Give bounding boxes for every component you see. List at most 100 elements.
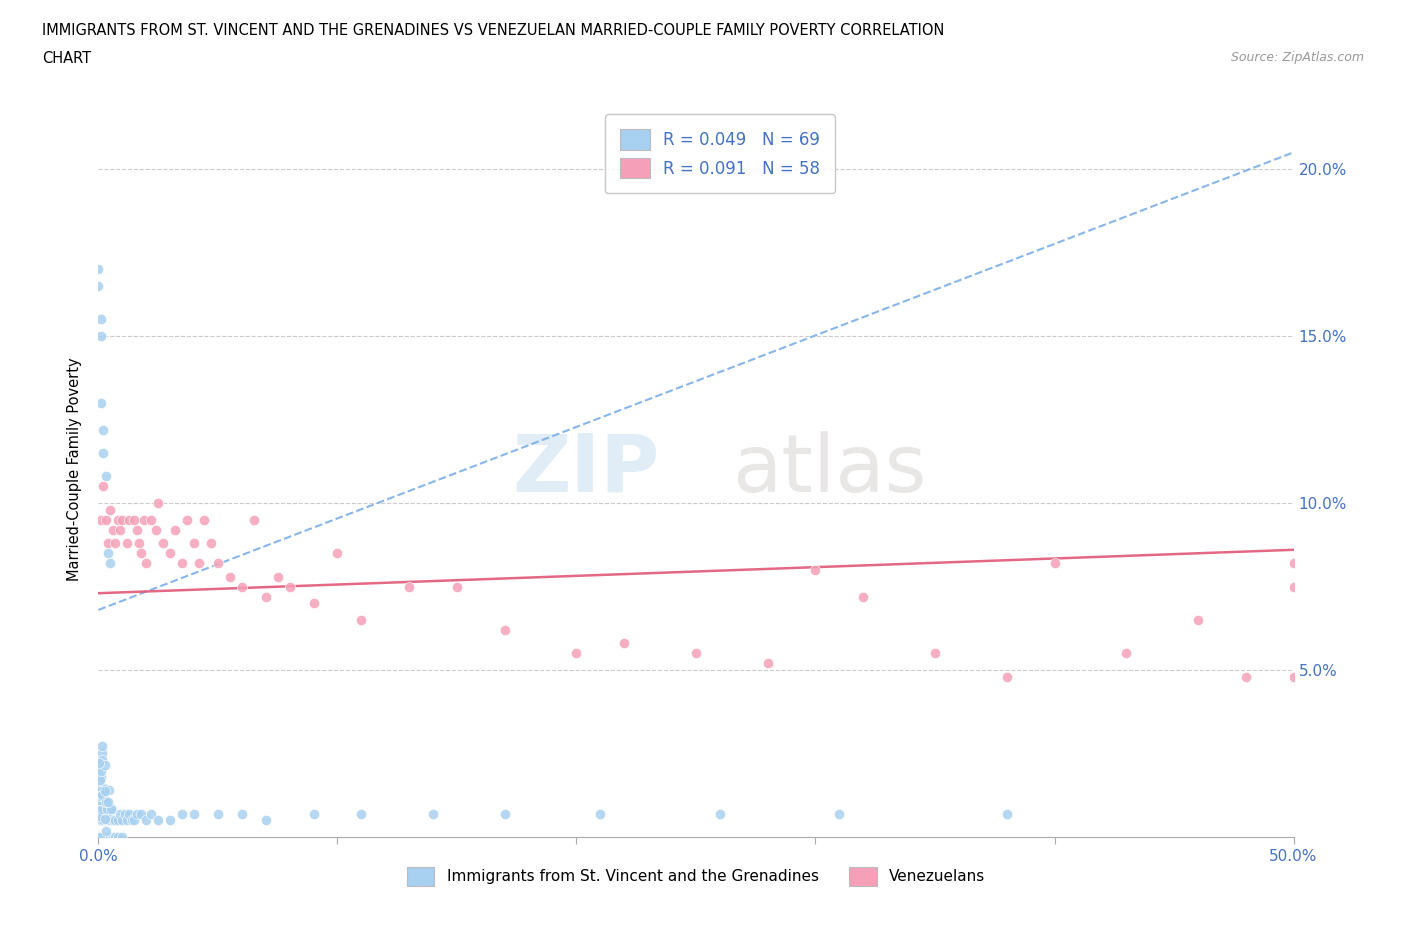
Point bbox=[108, 806, 131, 821]
Point bbox=[756, 656, 779, 671]
Point bbox=[87, 790, 110, 804]
Point bbox=[159, 546, 181, 561]
Point bbox=[494, 806, 516, 821]
Point bbox=[87, 813, 110, 828]
Point bbox=[163, 523, 186, 538]
Point bbox=[91, 830, 114, 844]
Point bbox=[90, 764, 112, 778]
Point bbox=[90, 792, 112, 807]
Point bbox=[148, 813, 170, 828]
Point bbox=[207, 556, 229, 571]
Point bbox=[90, 512, 112, 527]
Point bbox=[94, 793, 117, 808]
Point bbox=[115, 536, 138, 551]
Point bbox=[101, 523, 124, 538]
Point bbox=[995, 806, 1018, 821]
Point bbox=[90, 813, 112, 828]
Point bbox=[91, 752, 114, 767]
Point bbox=[87, 798, 110, 813]
Point bbox=[104, 536, 127, 551]
Point bbox=[446, 579, 468, 594]
Point bbox=[243, 512, 266, 527]
Point bbox=[87, 755, 110, 770]
Point bbox=[97, 803, 120, 817]
Point bbox=[1234, 670, 1257, 684]
Point bbox=[131, 806, 153, 821]
Point bbox=[139, 512, 162, 527]
Point bbox=[89, 789, 111, 804]
Point bbox=[924, 646, 946, 661]
Point bbox=[1115, 646, 1137, 661]
Point bbox=[98, 556, 122, 571]
Point bbox=[97, 806, 120, 821]
Text: ZIP: ZIP bbox=[513, 431, 661, 509]
Point bbox=[104, 813, 127, 828]
Point bbox=[183, 806, 205, 821]
Point bbox=[852, 589, 875, 604]
Point bbox=[107, 813, 129, 828]
Point bbox=[87, 830, 110, 844]
Point bbox=[97, 813, 120, 828]
Point bbox=[98, 813, 122, 828]
Point bbox=[176, 512, 198, 527]
Point bbox=[96, 802, 118, 817]
Point bbox=[350, 613, 373, 628]
Text: CHART: CHART bbox=[42, 51, 91, 66]
Point bbox=[111, 512, 134, 527]
Point bbox=[90, 395, 112, 410]
Point bbox=[91, 806, 114, 821]
Point bbox=[326, 546, 349, 561]
Point bbox=[87, 809, 110, 824]
Point bbox=[115, 813, 138, 828]
Text: IMMIGRANTS FROM ST. VINCENT AND THE GRENADINES VS VENEZUELAN MARRIED-COUPLE FAMI: IMMIGRANTS FROM ST. VINCENT AND THE GREN… bbox=[42, 23, 945, 38]
Point bbox=[104, 830, 127, 844]
Point bbox=[121, 813, 143, 828]
Point bbox=[183, 536, 205, 551]
Point bbox=[90, 769, 112, 784]
Point bbox=[709, 806, 731, 821]
Point bbox=[107, 512, 129, 527]
Point bbox=[193, 512, 215, 527]
Point bbox=[302, 596, 325, 611]
Point bbox=[89, 772, 111, 787]
Point bbox=[219, 569, 242, 584]
Point bbox=[89, 784, 111, 799]
Point bbox=[125, 806, 148, 821]
Point bbox=[89, 830, 111, 844]
Point bbox=[91, 422, 114, 437]
Point bbox=[90, 787, 112, 802]
Point bbox=[90, 830, 112, 844]
Point bbox=[87, 769, 110, 784]
Point bbox=[94, 813, 117, 828]
Point bbox=[159, 813, 181, 828]
Point bbox=[200, 536, 222, 551]
Point bbox=[145, 523, 167, 538]
Point bbox=[87, 763, 110, 777]
Point bbox=[398, 579, 420, 594]
Point bbox=[91, 445, 114, 460]
Point bbox=[278, 579, 301, 594]
Point bbox=[98, 502, 122, 517]
Point bbox=[1282, 556, 1305, 571]
Point bbox=[132, 512, 155, 527]
Point bbox=[94, 783, 117, 798]
Point bbox=[94, 758, 117, 773]
Point bbox=[108, 523, 131, 538]
Point bbox=[1043, 556, 1066, 571]
Point bbox=[87, 796, 110, 811]
Point bbox=[87, 796, 110, 811]
Legend: Immigrants from St. Vincent and the Grenadines, Venezuelans: Immigrants from St. Vincent and the Gren… bbox=[401, 861, 991, 892]
Point bbox=[94, 830, 117, 844]
Point bbox=[302, 806, 325, 821]
Point bbox=[152, 536, 174, 551]
Point bbox=[91, 784, 114, 799]
Point bbox=[589, 806, 612, 821]
Point bbox=[87, 756, 110, 771]
Point bbox=[187, 556, 209, 571]
Point bbox=[111, 813, 134, 828]
Point bbox=[91, 790, 114, 804]
Point bbox=[148, 496, 170, 511]
Point bbox=[995, 670, 1018, 684]
Point bbox=[231, 579, 253, 594]
Point bbox=[131, 546, 153, 561]
